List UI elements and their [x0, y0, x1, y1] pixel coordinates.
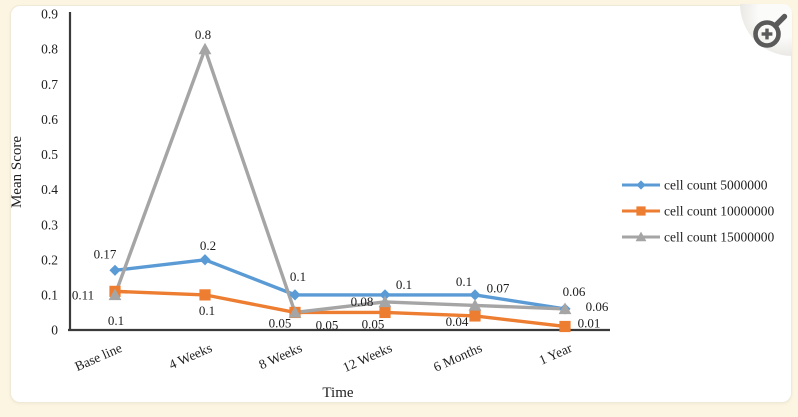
y-tick-label: 0.9: [41, 7, 58, 22]
data-label: 0.1: [396, 277, 412, 292]
data-label: 0.08: [351, 294, 374, 309]
chart-series: [108, 42, 572, 333]
data-label: 0.05: [316, 317, 339, 332]
series-marker: [636, 206, 646, 216]
data-label: 0.1: [199, 303, 215, 318]
x-axis-title: Time: [322, 385, 353, 401]
chart-axes: [68, 12, 610, 332]
y-tick-label: 0.6: [41, 112, 58, 127]
figure-card: [10, 5, 792, 403]
data-label: 0.04: [446, 314, 469, 329]
series-line: [113, 289, 567, 329]
x-category-label: 6 Months: [431, 340, 484, 375]
chart-legend: cell count 5000000 cell count 10000000 cel…: [622, 178, 774, 245]
data-label: 0.1: [290, 269, 306, 284]
series-marker: [108, 288, 122, 301]
y-tick-label: 0.5: [41, 147, 58, 162]
y-tick-label: 0.3: [41, 217, 58, 232]
legend-label: cell count 5000000: [664, 178, 768, 193]
data-label: 0.1: [108, 313, 124, 328]
series-line: [113, 47, 567, 315]
series-marker: [109, 264, 121, 276]
data-label: 0.05: [362, 316, 385, 331]
series-marker: [469, 310, 481, 322]
legend-label: cell count 10000000: [664, 204, 774, 219]
x-category-label: 8 Weeks: [257, 340, 305, 372]
data-label: 0.06: [586, 299, 609, 314]
legend-item: cell count 10000000: [622, 204, 774, 219]
y-tick-label: 0.2: [41, 252, 58, 267]
series-marker: [636, 180, 646, 190]
y-tick-labels: 0 0.1 0.2 0.3 0.4 0.5 0.6 0.7 0.8 0.9: [41, 7, 58, 338]
series-marker: [635, 231, 647, 242]
series-marker: [558, 302, 572, 315]
series-marker: [199, 289, 211, 301]
series-line: [113, 258, 567, 311]
data-label: 0.1: [456, 274, 472, 289]
data-label: 0.06: [563, 284, 586, 299]
series-marker: [198, 42, 212, 55]
zoom-button[interactable]: [740, 4, 792, 56]
y-axis-title: Mean Score: [9, 136, 25, 208]
data-label: 0.11: [72, 287, 94, 302]
data-label: 0.05: [269, 315, 292, 330]
y-tick-label: 0.7: [41, 77, 58, 92]
x-category-label: 4 Weeks: [167, 340, 215, 372]
legend-item: cell count 5000000: [622, 178, 768, 193]
legend-item: cell count 15000000: [622, 230, 774, 245]
series-marker: [379, 289, 391, 301]
data-label: 0.8: [195, 27, 211, 42]
data-label: 0.17: [94, 246, 117, 261]
chart-data-labels: 0.17 0.2 0.1 0.1 0.1 0.06 0.11 0.1 0.05 0.05 0.04 0…: [72, 27, 609, 332]
y-tick-label: 0.4: [41, 182, 58, 197]
data-label: 0.2: [200, 238, 216, 253]
series-marker: [378, 295, 392, 308]
y-tick-label: 0.1: [41, 287, 58, 302]
series-marker: [559, 320, 571, 333]
series-marker: [379, 306, 391, 319]
series-marker: [199, 254, 211, 266]
x-category-label: 1 Year: [537, 340, 575, 368]
x-category-labels: Base line 4 Weeks 8 Weeks 12 Weeks 6 Months 1…: [73, 340, 575, 375]
data-label: 0.01: [578, 315, 601, 330]
series-marker: [289, 289, 301, 301]
series-marker: [288, 306, 302, 318]
x-category-label: Base line: [73, 340, 125, 374]
series-marker: [469, 289, 481, 301]
series-marker: [468, 299, 482, 311]
y-tick-label: 0.8: [41, 42, 58, 57]
magnifier-plus-icon: [753, 13, 788, 48]
y-tick-label: 0: [51, 323, 58, 338]
x-category-label: 12 Weeks: [340, 340, 394, 375]
legend-label: cell count 15000000: [664, 230, 774, 245]
data-label: 0.07: [487, 280, 510, 295]
